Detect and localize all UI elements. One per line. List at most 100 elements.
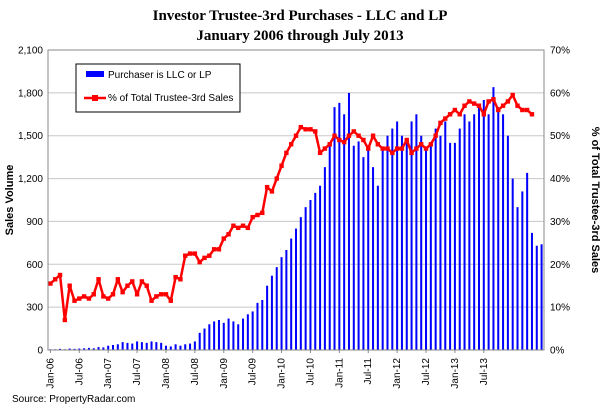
- bar: [405, 142, 408, 350]
- bar: [521, 191, 524, 350]
- bar: [319, 185, 322, 350]
- line-point: [385, 146, 390, 151]
- line-point: [293, 133, 299, 138]
- bar: [227, 318, 230, 350]
- bar: [429, 142, 432, 350]
- legend-line-label: % of Total Trustee-3rd Sales: [108, 93, 233, 104]
- bar: [396, 121, 399, 351]
- x-tick-label: Jul-08: [190, 358, 201, 386]
- bar: [73, 348, 76, 350]
- bar: [357, 141, 360, 350]
- line-point: [346, 133, 352, 138]
- line-point: [496, 107, 501, 113]
- bar: [333, 107, 336, 350]
- line-point: [394, 146, 400, 151]
- right-axis-ticks: 0% 10% 20% 30% 40% 50% 60% 70%: [550, 46, 570, 357]
- x-tick-label: Jul-06: [74, 358, 85, 386]
- line-point: [245, 225, 251, 231]
- bar: [386, 135, 389, 350]
- y-right-tick-label: 40%: [550, 174, 570, 185]
- bar: [145, 342, 148, 350]
- line-point: [221, 236, 226, 241]
- line-point: [144, 283, 149, 288]
- bar: [184, 344, 187, 350]
- line-point: [327, 142, 332, 147]
- line-point: [231, 223, 236, 228]
- line-point: [390, 150, 395, 156]
- bar: [112, 345, 115, 350]
- bar: [299, 217, 302, 350]
- bar: [506, 135, 509, 350]
- line-point: [356, 133, 361, 138]
- bar: [328, 142, 331, 350]
- bar: [83, 348, 86, 350]
- y-left-tick-label: 900: [26, 217, 43, 228]
- y-right-tick-label: 60%: [550, 88, 570, 99]
- line-point: [457, 112, 462, 117]
- line-point: [298, 124, 304, 130]
- bar: [458, 128, 461, 350]
- chart-title: Investor Trustee-3rd Purchases - LLC and…: [153, 8, 448, 24]
- bar: [59, 348, 62, 350]
- line-point: [101, 294, 106, 299]
- line-point: [505, 99, 511, 104]
- bar: [410, 121, 413, 351]
- bar: [391, 128, 394, 350]
- bar: [237, 324, 240, 350]
- line-point: [322, 146, 328, 151]
- bar: [468, 121, 471, 351]
- y-left-tick-label: 2,100: [18, 46, 43, 57]
- line-point: [476, 103, 482, 108]
- bar: [290, 238, 293, 350]
- line-point: [361, 137, 366, 143]
- x-tick-label: Jan-10: [277, 358, 288, 389]
- line-point: [134, 292, 140, 297]
- bar: [160, 342, 163, 350]
- line-point: [72, 298, 77, 303]
- line-point: [284, 150, 289, 156]
- y-left-tick-label: 0: [37, 346, 43, 357]
- y-left-tick-label: 300: [26, 303, 43, 314]
- line-point: [115, 277, 121, 282]
- line-point: [211, 247, 217, 252]
- bar: [343, 114, 346, 350]
- x-tick-label: Jan-07: [103, 358, 114, 389]
- line-point: [67, 283, 72, 288]
- line-point: [158, 292, 164, 297]
- bar: [136, 341, 139, 350]
- line-point: [216, 247, 222, 252]
- x-tick-label: Jan-06: [45, 358, 56, 389]
- line-point: [438, 120, 443, 126]
- chart-subtitle: January 2006 through July 2013: [196, 28, 403, 44]
- bar: [367, 147, 370, 350]
- line-point: [197, 259, 202, 265]
- bar: [155, 342, 158, 350]
- bar: [126, 342, 129, 350]
- line-point: [81, 294, 87, 299]
- y-left-tick-label: 1,500: [18, 131, 43, 142]
- line-point: [183, 253, 188, 258]
- x-tick-label: Jul-10: [305, 358, 316, 386]
- bar: [482, 100, 485, 350]
- bar: [150, 341, 153, 350]
- bar: [497, 107, 500, 350]
- bar: [294, 228, 298, 350]
- y-right-tick-label: 50%: [550, 131, 570, 142]
- line-point: [404, 137, 409, 143]
- bar: [116, 344, 119, 350]
- bar: [492, 87, 495, 350]
- line-point: [414, 146, 419, 151]
- x-tick-label: Jan-13: [450, 358, 461, 389]
- bar: [372, 167, 375, 350]
- y-right-tick-label: 70%: [550, 46, 570, 57]
- y-right-tick-label: 30%: [550, 217, 570, 228]
- line-point: [443, 116, 448, 121]
- line-point: [428, 142, 434, 147]
- bar: [314, 192, 317, 350]
- line-point: [187, 251, 193, 256]
- line-point: [380, 146, 385, 151]
- bar: [275, 267, 278, 350]
- line-point: [515, 103, 520, 108]
- bar: [242, 318, 245, 350]
